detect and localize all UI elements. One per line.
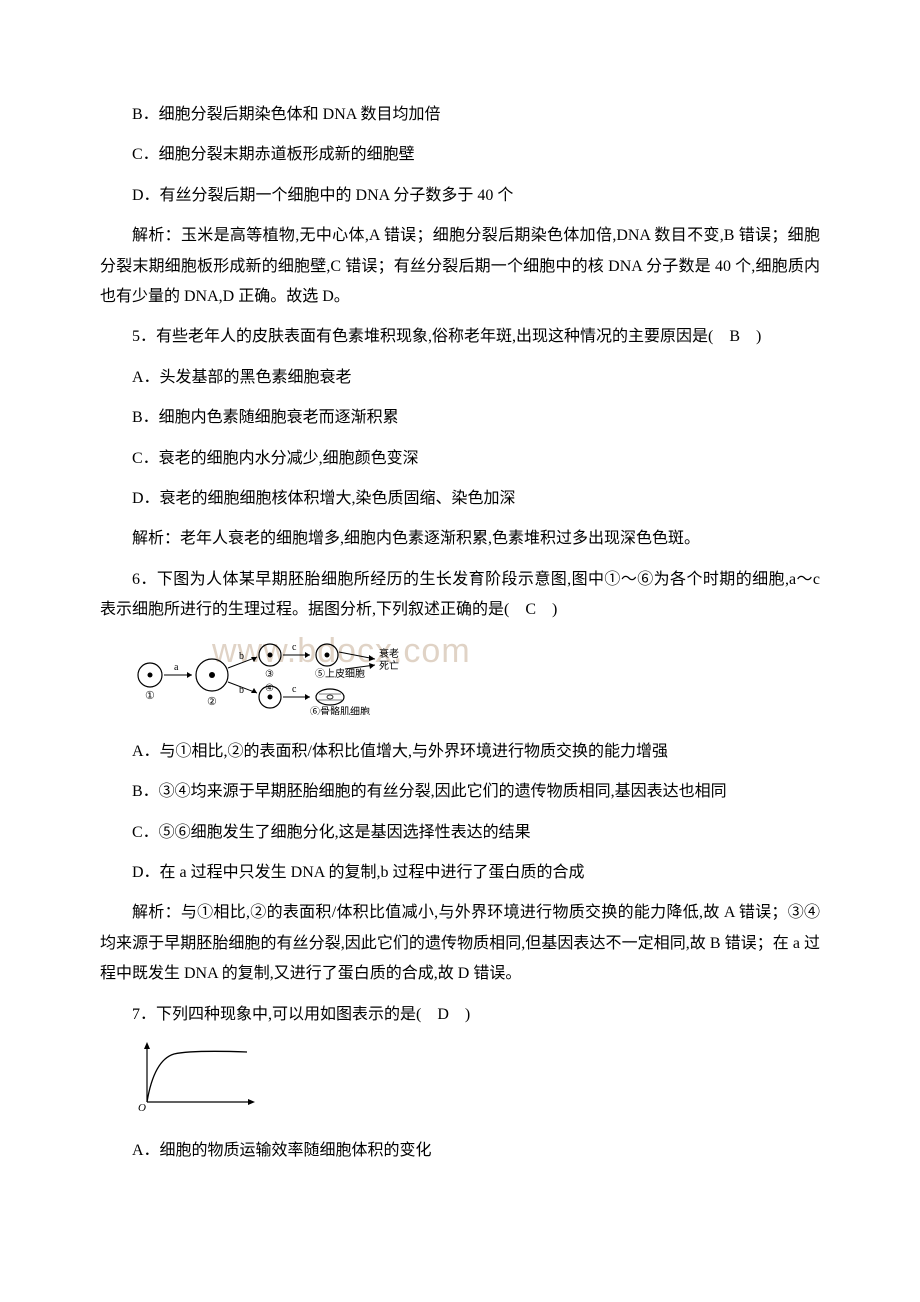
- q5-option-b: B．细胞内色素随细胞衰老而逐渐积累: [100, 403, 820, 433]
- q4-explanation: 解析：玉米是高等植物,无中心体,A 错误；细胞分裂后期染色体加倍,DNA 数目不…: [100, 221, 820, 312]
- label-b1: b: [239, 651, 244, 662]
- q4-option-c: C．细胞分裂末期赤道板形成新的细胞壁: [100, 140, 820, 170]
- q5-option-a: A．头发基部的黑色素细胞衰老: [100, 363, 820, 393]
- q7-stem: 7．下列四种现象中,可以用如图表示的是( D ): [100, 1000, 820, 1030]
- q7-option-a: A．细胞的物质运输效率随细胞体积的变化: [100, 1136, 820, 1166]
- q5-option-c: C．衰老的细胞内水分减少,细胞颜色变深: [100, 444, 820, 474]
- q7-graph-svg: O: [132, 1040, 262, 1115]
- q6-option-d: D．在 a 过程中只发生 DNA 的复制,b 过程中进行了蛋白质的合成: [100, 858, 820, 888]
- label-death2: 死亡: [379, 659, 399, 672]
- label-3: ③: [265, 669, 274, 680]
- label-c1: c: [292, 642, 297, 653]
- q5-stem: 5．有些老年人的皮肤表面有色素堆积现象,俗称老年斑,出现这种情况的主要原因是( …: [100, 322, 820, 352]
- label-b2: b: [239, 685, 244, 696]
- q5-explanation: 解析：老年人衰老的细胞增多,细胞内色素逐渐积累,色素堆积过多出现深色色斑。: [100, 524, 820, 554]
- label-5: ⑤上皮细胞: [315, 667, 365, 680]
- q6-option-a: A．与①相比,②的表面积/体积比值增大,与外界环境进行物质交换的能力增强: [100, 737, 820, 767]
- q4-option-d: D．有丝分裂后期一个细胞中的 DNA 分子数多于 40 个: [100, 181, 820, 211]
- q6-diagram-svg: ① a ② b b ③ ④ c c ⑤上皮细胞: [132, 635, 442, 715]
- q6-option-b: B．③④均来源于早期胚胎细胞的有丝分裂,因此它们的遗传物质相同,基因表达也相同: [100, 777, 820, 807]
- label-a: a: [174, 662, 179, 673]
- label-c2: c: [292, 684, 297, 695]
- q5-option-d: D．衰老的细胞细胞核体积增大,染色质固缩、染色加深: [100, 484, 820, 514]
- q4-option-b: B．细胞分裂后期染色体和 DNA 数目均加倍: [100, 100, 820, 130]
- q7-graph: O: [132, 1040, 820, 1126]
- label-death1: 衰老: [379, 647, 399, 660]
- label-1: ①: [145, 690, 155, 702]
- origin-label: O: [138, 1102, 146, 1114]
- label-2: ②: [207, 696, 217, 708]
- q6-stem: 6．下图为人体某早期胚胎细胞所经历的生长发育阶段示意图,图中①～⑥为各个时期的细…: [100, 565, 820, 626]
- q6-explanation: 解析：与①相比,②的表面积/体积比值减小,与外界环境进行物质交换的能力降低,故 …: [100, 898, 820, 989]
- label-4: ④: [265, 683, 274, 694]
- q6-option-c: C．⑤⑥细胞发生了细胞分化,这是基因选择性表达的结果: [100, 818, 820, 848]
- q6-diagram: www.bdocx.com ① a ② b b ③ ④ c: [132, 635, 820, 726]
- label-6: ⑥骨骼肌细胞: [310, 705, 370, 715]
